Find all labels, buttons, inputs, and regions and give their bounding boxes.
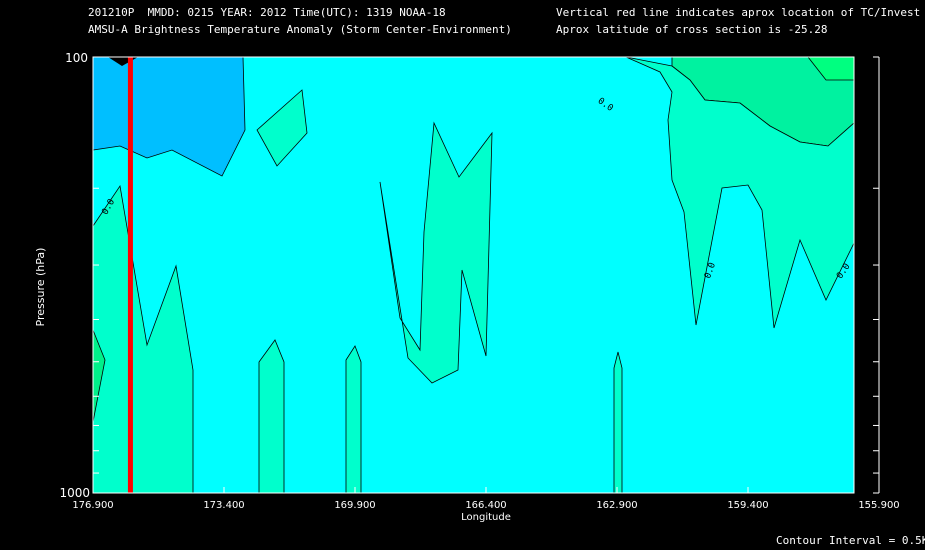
x-axis-ticks: 176.900 173.400 169.900 166.400 162.900 159.4… [72,487,900,511]
header-line1-left: 201210P MMDD: 0215 YEAR: 2012 Time(UTC):… [88,6,446,19]
contour-interval-label: Contour Interval = 0.5K [776,534,925,547]
header-line1-right: Vertical red line indicates aprox locati… [556,6,921,19]
spike-region-3 [613,351,623,494]
contour-fills [92,56,855,494]
y-axis-ticks [93,56,879,494]
green-region-right-mid [625,56,855,329]
green-region-center [379,121,493,384]
x-tick-label: 173.400 [203,500,244,511]
x-tick-label: 155.900 [858,500,899,511]
x-tick-label: 176.900 [72,500,113,511]
x-tick-label: 162.900 [596,500,637,511]
y-tick-label-top: 100 [65,51,88,65]
x-tick-label: 166.400 [465,500,506,511]
spike-region-2 [345,345,362,494]
header-line2-left: AMSU-A Brightness Temperature Anomaly (S… [88,23,512,36]
plot-frame [92,56,855,494]
header-line2-right: Aprox latitude of cross section is -25.2… [556,23,828,36]
y-axis-title: Pressure (hPa) [34,248,47,327]
y-tick-label-bottom: 1000 [59,486,90,500]
spike-region-1 [258,339,285,494]
x-tick-label: 169.900 [334,500,375,511]
x-axis-title: Longitude [461,512,511,523]
green-region-left-top [256,89,308,167]
x-tick-label: 159.400 [727,500,768,511]
